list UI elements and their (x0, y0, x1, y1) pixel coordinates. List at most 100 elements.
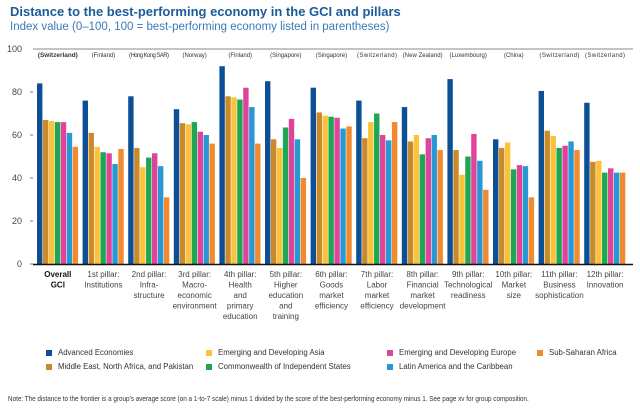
best-performer-label: (Finland) (92, 53, 116, 59)
category-label: Health (229, 281, 252, 290)
legend-swatch (537, 349, 543, 356)
bar-4-2 (231, 97, 237, 264)
bar-0-4 (60, 122, 67, 264)
bar-2-1 (134, 147, 140, 264)
category-label: Institutions (84, 281, 122, 290)
bar-2-4 (152, 153, 158, 264)
bar-6-1 (316, 112, 322, 264)
category-label: environment (173, 302, 218, 311)
category-label: readiness (451, 291, 486, 300)
category-label: 7th pillar: (361, 270, 393, 279)
bar-1-5 (112, 164, 118, 264)
chart-subtitle: Index value (0–100, 100 = best-performin… (10, 21, 390, 33)
category-label: 2nd pillar: (132, 270, 167, 279)
bar-1-3 (100, 152, 106, 264)
bar-8-0 (401, 107, 408, 264)
legend-item: Advanced Economies (46, 348, 133, 357)
legend-swatch (206, 363, 212, 370)
bar-12-6 (619, 172, 626, 264)
bar-4-4 (243, 87, 249, 264)
bar-9-5 (477, 160, 483, 264)
bar-4-5 (249, 107, 255, 264)
y-tick-label: 80 (12, 87, 22, 97)
bar-5-2 (276, 147, 283, 264)
legend-item: Emerging and Developing Asia (206, 348, 325, 357)
bar-1-0 (82, 100, 88, 264)
bar-7-2 (368, 122, 374, 264)
y-tick-label: 60 (12, 130, 22, 140)
category-label: efficiency (315, 302, 348, 311)
bar-9-0 (447, 79, 453, 264)
bar-5-0 (265, 81, 271, 264)
bar-0-2 (48, 121, 55, 265)
bar-9-4 (471, 133, 477, 264)
category-label: sophistication (535, 291, 583, 300)
legend-swatch (46, 349, 52, 356)
bar-11-6 (574, 150, 580, 264)
category-label: Higher (274, 281, 298, 290)
best-performer-label: (Norway) (182, 53, 206, 59)
bar-5-1 (270, 139, 277, 264)
legend-swatch (46, 363, 52, 370)
bar-3-0 (173, 109, 180, 264)
best-performer-label: (Switzerland) (357, 53, 397, 59)
best-performer-label: (Switzerland) (585, 53, 625, 59)
bar-0-0 (37, 83, 43, 265)
best-performer-label: (Hong Kong SAR) (129, 53, 169, 59)
category-label: economic (178, 291, 212, 300)
bar-10-1 (498, 147, 505, 264)
category-label: 12th pillar: (587, 270, 624, 279)
bar-8-5 (431, 135, 437, 264)
category-label: Business (543, 281, 575, 290)
bar-12-4 (608, 168, 614, 264)
legend-item: Emerging and Developing Europe (387, 348, 516, 357)
legend-label: Sub-Saharan Africa (549, 348, 617, 357)
bar-6-3 (328, 116, 334, 264)
category-label: size (507, 291, 522, 300)
bar-11-1 (544, 130, 550, 264)
bar-0-6 (72, 146, 79, 264)
legend-label: Emerging and Developing Europe (399, 348, 517, 357)
best-performer-label: (New Zealand) (403, 53, 443, 59)
best-performer-label: (Singapore) (316, 53, 347, 59)
category-label: and (234, 291, 247, 300)
y-tick-label: 20 (12, 216, 22, 226)
bar-6-0 (310, 87, 316, 264)
category-label: 3rd pillar: (178, 270, 211, 279)
bar-1-2 (94, 146, 100, 264)
bar-8-3 (419, 154, 426, 264)
bar-9-2 (459, 174, 465, 264)
bar-12-1 (590, 161, 596, 264)
category-label: efficiency (360, 302, 393, 311)
category-label: Market (502, 281, 527, 290)
bar-9-1 (453, 150, 459, 264)
bar-1-6 (118, 148, 124, 264)
bar-8-4 (425, 138, 431, 264)
category-label: Macro- (182, 281, 207, 290)
bar-3-5 (203, 135, 209, 264)
category-label: Labor (367, 281, 388, 290)
legend-label: Latin America and the Caribbean (399, 362, 513, 371)
bar-2-5 (157, 166, 164, 264)
bar-3-3 (191, 122, 198, 264)
category-label: Overall (44, 270, 71, 279)
legend-label: Advanced Economies (58, 348, 134, 357)
bar-1-1 (88, 132, 94, 264)
bar-12-0 (584, 102, 590, 264)
category-label: structure (133, 291, 165, 300)
bar-6-4 (334, 117, 340, 264)
bar-10-0 (493, 139, 499, 264)
best-performer-label: (Luxembourg) (450, 53, 487, 59)
bar-7-0 (356, 100, 362, 264)
bar-6-2 (322, 115, 328, 265)
bar-8-6 (437, 150, 443, 264)
category-label: 6th pillar: (315, 270, 347, 279)
bar-9-3 (465, 156, 471, 264)
category-label: development (400, 302, 447, 311)
category-label: 11th pillar: (541, 270, 577, 279)
best-performer-label: (Finland) (228, 53, 252, 59)
bar-5-3 (282, 127, 289, 264)
bar-3-4 (197, 131, 203, 264)
category-label: education (223, 312, 258, 321)
bar-12-3 (602, 172, 608, 264)
